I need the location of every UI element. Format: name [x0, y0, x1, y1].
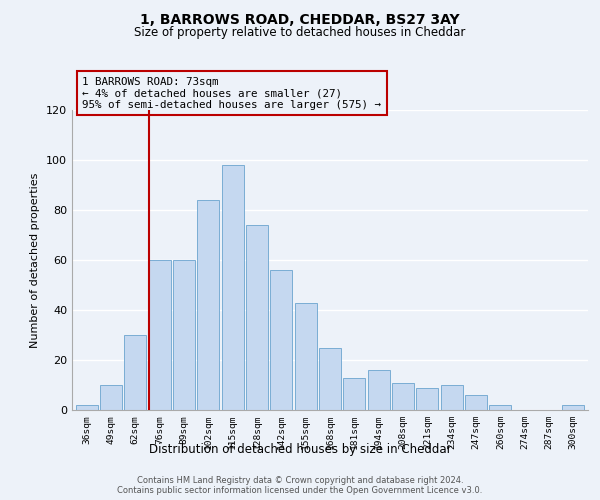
Bar — [124, 335, 146, 410]
Bar — [149, 260, 170, 410]
Text: Distribution of detached houses by size in Cheddar: Distribution of detached houses by size … — [149, 442, 451, 456]
Text: Contains HM Land Registry data © Crown copyright and database right 2024.
Contai: Contains HM Land Registry data © Crown c… — [118, 476, 482, 495]
Y-axis label: Number of detached properties: Number of detached properties — [31, 172, 40, 348]
Bar — [392, 382, 414, 410]
Bar — [490, 405, 511, 410]
Bar — [197, 200, 219, 410]
Bar — [368, 370, 389, 410]
Text: 1, BARROWS ROAD, CHEDDAR, BS27 3AY: 1, BARROWS ROAD, CHEDDAR, BS27 3AY — [140, 12, 460, 26]
Bar — [416, 388, 439, 410]
Bar — [343, 378, 365, 410]
Bar — [173, 260, 195, 410]
Bar — [76, 405, 98, 410]
Bar — [295, 302, 317, 410]
Bar — [271, 270, 292, 410]
Bar — [221, 165, 244, 410]
Text: Size of property relative to detached houses in Cheddar: Size of property relative to detached ho… — [134, 26, 466, 39]
Bar — [441, 385, 463, 410]
Bar — [246, 225, 268, 410]
Bar — [100, 385, 122, 410]
Text: 1 BARROWS ROAD: 73sqm
← 4% of detached houses are smaller (27)
95% of semi-detac: 1 BARROWS ROAD: 73sqm ← 4% of detached h… — [82, 77, 382, 110]
Bar — [465, 395, 487, 410]
Bar — [319, 348, 341, 410]
Bar — [562, 405, 584, 410]
